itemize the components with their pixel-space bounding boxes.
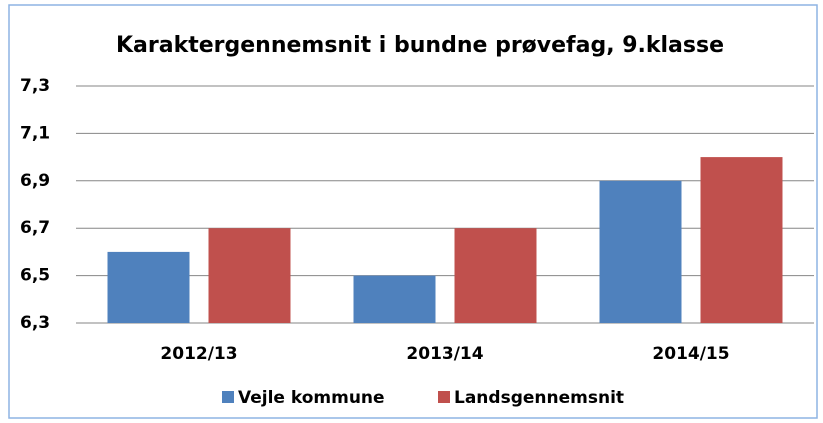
bar — [353, 275, 436, 323]
legend-swatch — [438, 391, 450, 403]
bar — [700, 157, 783, 323]
legend-swatch — [222, 391, 234, 403]
bar — [454, 228, 537, 323]
y-tick-label: 6,5 — [20, 266, 50, 286]
x-tick-label: 2013/14 — [406, 344, 483, 364]
y-tick-label: 6,9 — [20, 171, 50, 191]
chart-frame — [8, 4, 818, 419]
x-tick-label: 2014/15 — [652, 344, 729, 364]
bar — [599, 180, 682, 323]
x-tick-label: 2012/13 — [160, 344, 237, 364]
bar — [107, 251, 190, 323]
y-tick-label: 7,3 — [20, 76, 50, 96]
legend-label: Vejle kommune — [238, 388, 385, 408]
bar — [208, 228, 291, 323]
legend-label: Landsgennemsnit — [454, 388, 624, 408]
y-tick-label: 7,1 — [20, 123, 50, 143]
y-tick-label: 6,7 — [20, 218, 50, 238]
chart-title: Karaktergennemsnit i bundne prøvefag, 9.… — [116, 33, 724, 58]
y-tick-label: 6,3 — [20, 313, 50, 333]
